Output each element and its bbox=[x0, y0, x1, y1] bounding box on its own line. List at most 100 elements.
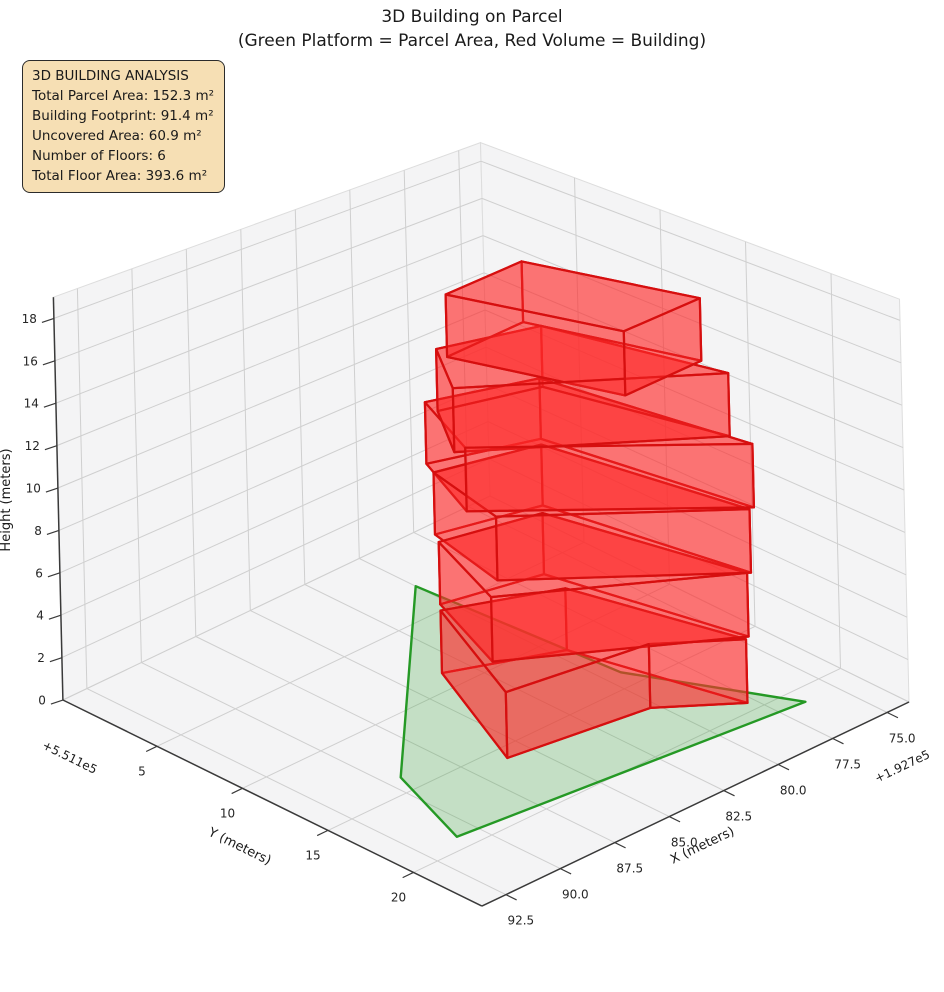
x-tick-label: 85.0 bbox=[671, 836, 698, 850]
floor-x-gridline bbox=[86, 688, 507, 896]
x-tick-label: 87.5 bbox=[616, 862, 643, 876]
left-wall-z-gridline bbox=[54, 197, 483, 362]
floor-y-gridline bbox=[327, 625, 756, 831]
wall-y-gridline bbox=[830, 273, 841, 669]
wall-x-gridline bbox=[349, 189, 360, 559]
right-wall-z-gridline bbox=[481, 197, 902, 364]
info-box-line: Building Footprint: 91.4 m² bbox=[32, 108, 214, 124]
wall-x-gridline bbox=[294, 209, 306, 585]
z-tick-mark bbox=[46, 529, 60, 536]
left-wall-z-gridline bbox=[61, 458, 490, 659]
y-tick-label: 20 bbox=[391, 890, 406, 904]
tick-marks bbox=[41, 317, 899, 901]
building-floor-4-face bbox=[464, 442, 755, 513]
x-axis-spine bbox=[481, 701, 910, 907]
x-tick-mark bbox=[832, 737, 844, 745]
right-wall-z-gridline bbox=[486, 383, 907, 576]
z-tick-label: 6 bbox=[35, 566, 43, 580]
right-wall-z-gridline bbox=[485, 346, 906, 533]
z-tick-mark bbox=[45, 487, 59, 493]
z-tick-label: 12 bbox=[25, 439, 40, 453]
x-tick-mark bbox=[668, 816, 681, 823]
y-tick-label: 5 bbox=[138, 764, 146, 778]
wall-y-gridline bbox=[659, 209, 670, 585]
z-tick-label: 0 bbox=[38, 694, 46, 708]
building-floor-5-face bbox=[451, 372, 731, 454]
left-wall-z-gridline bbox=[57, 309, 486, 489]
x-tick-mark bbox=[505, 894, 517, 901]
info-box-line: Total Floor Area: 393.6 m² bbox=[32, 168, 208, 184]
z-axis-label: Height (meters) bbox=[0, 448, 14, 551]
3d-scene bbox=[399, 260, 807, 838]
right-wall-z-gridline bbox=[483, 272, 904, 449]
floor-x-gridline bbox=[195, 636, 616, 844]
right-wall-z-gridline bbox=[480, 160, 901, 321]
info-box-line: Number of Floors: 6 bbox=[32, 148, 166, 164]
y-axis-offset-text: +5.511e5 bbox=[40, 738, 100, 777]
z-tick-mark bbox=[43, 402, 57, 408]
x-tick-label: 80.0 bbox=[780, 784, 807, 798]
z-tick-label: 2 bbox=[37, 651, 45, 665]
y-tick-label: 10 bbox=[220, 806, 235, 820]
z-tick-mark bbox=[42, 360, 56, 366]
right-wall-z-gridline bbox=[489, 495, 910, 703]
z-tick-mark bbox=[41, 317, 55, 324]
chart-title: 3D Building on Parcel (Green Platform = … bbox=[0, 5, 944, 53]
z-axis-spine bbox=[52, 297, 64, 701]
chart-title-line1: 3D Building on Parcel bbox=[381, 7, 563, 27]
y-axis-spine bbox=[62, 699, 483, 907]
gridlines bbox=[53, 150, 910, 896]
y-tick-mark bbox=[231, 787, 243, 795]
x-axis-offset-text: +1.927e5 bbox=[872, 747, 932, 785]
z-tick-mark bbox=[49, 657, 63, 663]
z-tick-label: 4 bbox=[36, 609, 44, 623]
y-axis-label: Y (meters) bbox=[205, 825, 274, 869]
building-floor-2-face bbox=[490, 571, 750, 663]
x-tick-mark bbox=[723, 789, 735, 797]
floor-x-gridline bbox=[304, 584, 724, 791]
y-tick-mark bbox=[402, 871, 414, 879]
z-tick-mark bbox=[44, 445, 58, 451]
floor-x-gridline bbox=[467, 505, 888, 713]
tick-labels: 75.0 77.5 80.0 82.5 85.0 87.5 90.0 92.5 5 10 15 20 0… bbox=[22, 312, 916, 928]
z-tick-mark bbox=[50, 699, 64, 705]
x-tick-label: 90.0 bbox=[562, 888, 589, 902]
parcel-platform bbox=[399, 585, 807, 838]
z-tick-label: 18 bbox=[22, 312, 37, 326]
building-floor-3-face bbox=[494, 508, 753, 582]
right-wall-z-gridline bbox=[482, 235, 903, 406]
z-tick-label: 10 bbox=[26, 482, 41, 496]
right-wall-z-gridline bbox=[484, 309, 905, 491]
z-tick-mark bbox=[47, 572, 61, 578]
info-box-line: Total Parcel Area: 152.3 m² bbox=[32, 88, 215, 104]
wall-y-gridline bbox=[574, 177, 585, 543]
floor-x-gridline bbox=[413, 531, 833, 739]
floor-y-gridline bbox=[242, 583, 670, 789]
x-tick-mark bbox=[886, 711, 899, 719]
wall-x-gridline bbox=[131, 268, 142, 663]
x-tick-mark bbox=[777, 763, 790, 771]
left-wall-z-gridline bbox=[55, 235, 484, 404]
info-box-line: Uncovered Area: 60.9 m² bbox=[32, 128, 202, 144]
building-floor-1-face bbox=[504, 643, 652, 760]
wall-x-gridline bbox=[240, 229, 251, 611]
left-wall-z-gridline bbox=[59, 383, 488, 574]
x-tick-label: 75.0 bbox=[889, 731, 916, 745]
right-wall-z-gridline bbox=[487, 421, 908, 618]
left-wall-z-gridline bbox=[58, 346, 487, 531]
left-wall-z-gridline bbox=[56, 272, 485, 447]
z-tick-label: 8 bbox=[34, 524, 42, 538]
x-tick-label: 92.5 bbox=[507, 914, 534, 928]
z-tick-label: 14 bbox=[24, 397, 39, 411]
analysis-info-box: 3D BUILDING ANALYSIS Total Parcel Area: … bbox=[22, 60, 226, 193]
left-wall-z-gridline bbox=[53, 160, 482, 319]
left-wall-z-gridline bbox=[62, 495, 491, 701]
wall-x-gridline bbox=[76, 288, 88, 689]
left-wall-z-gridline bbox=[60, 421, 489, 616]
chart-title-line2: (Green Platform = Parcel Area, Red Volum… bbox=[237, 31, 707, 51]
building-floor-1-face bbox=[647, 638, 749, 709]
info-box-title: 3D BUILDING ANALYSIS bbox=[32, 68, 189, 84]
x-tick-mark bbox=[614, 842, 626, 849]
floor-y-gridline bbox=[156, 541, 585, 747]
